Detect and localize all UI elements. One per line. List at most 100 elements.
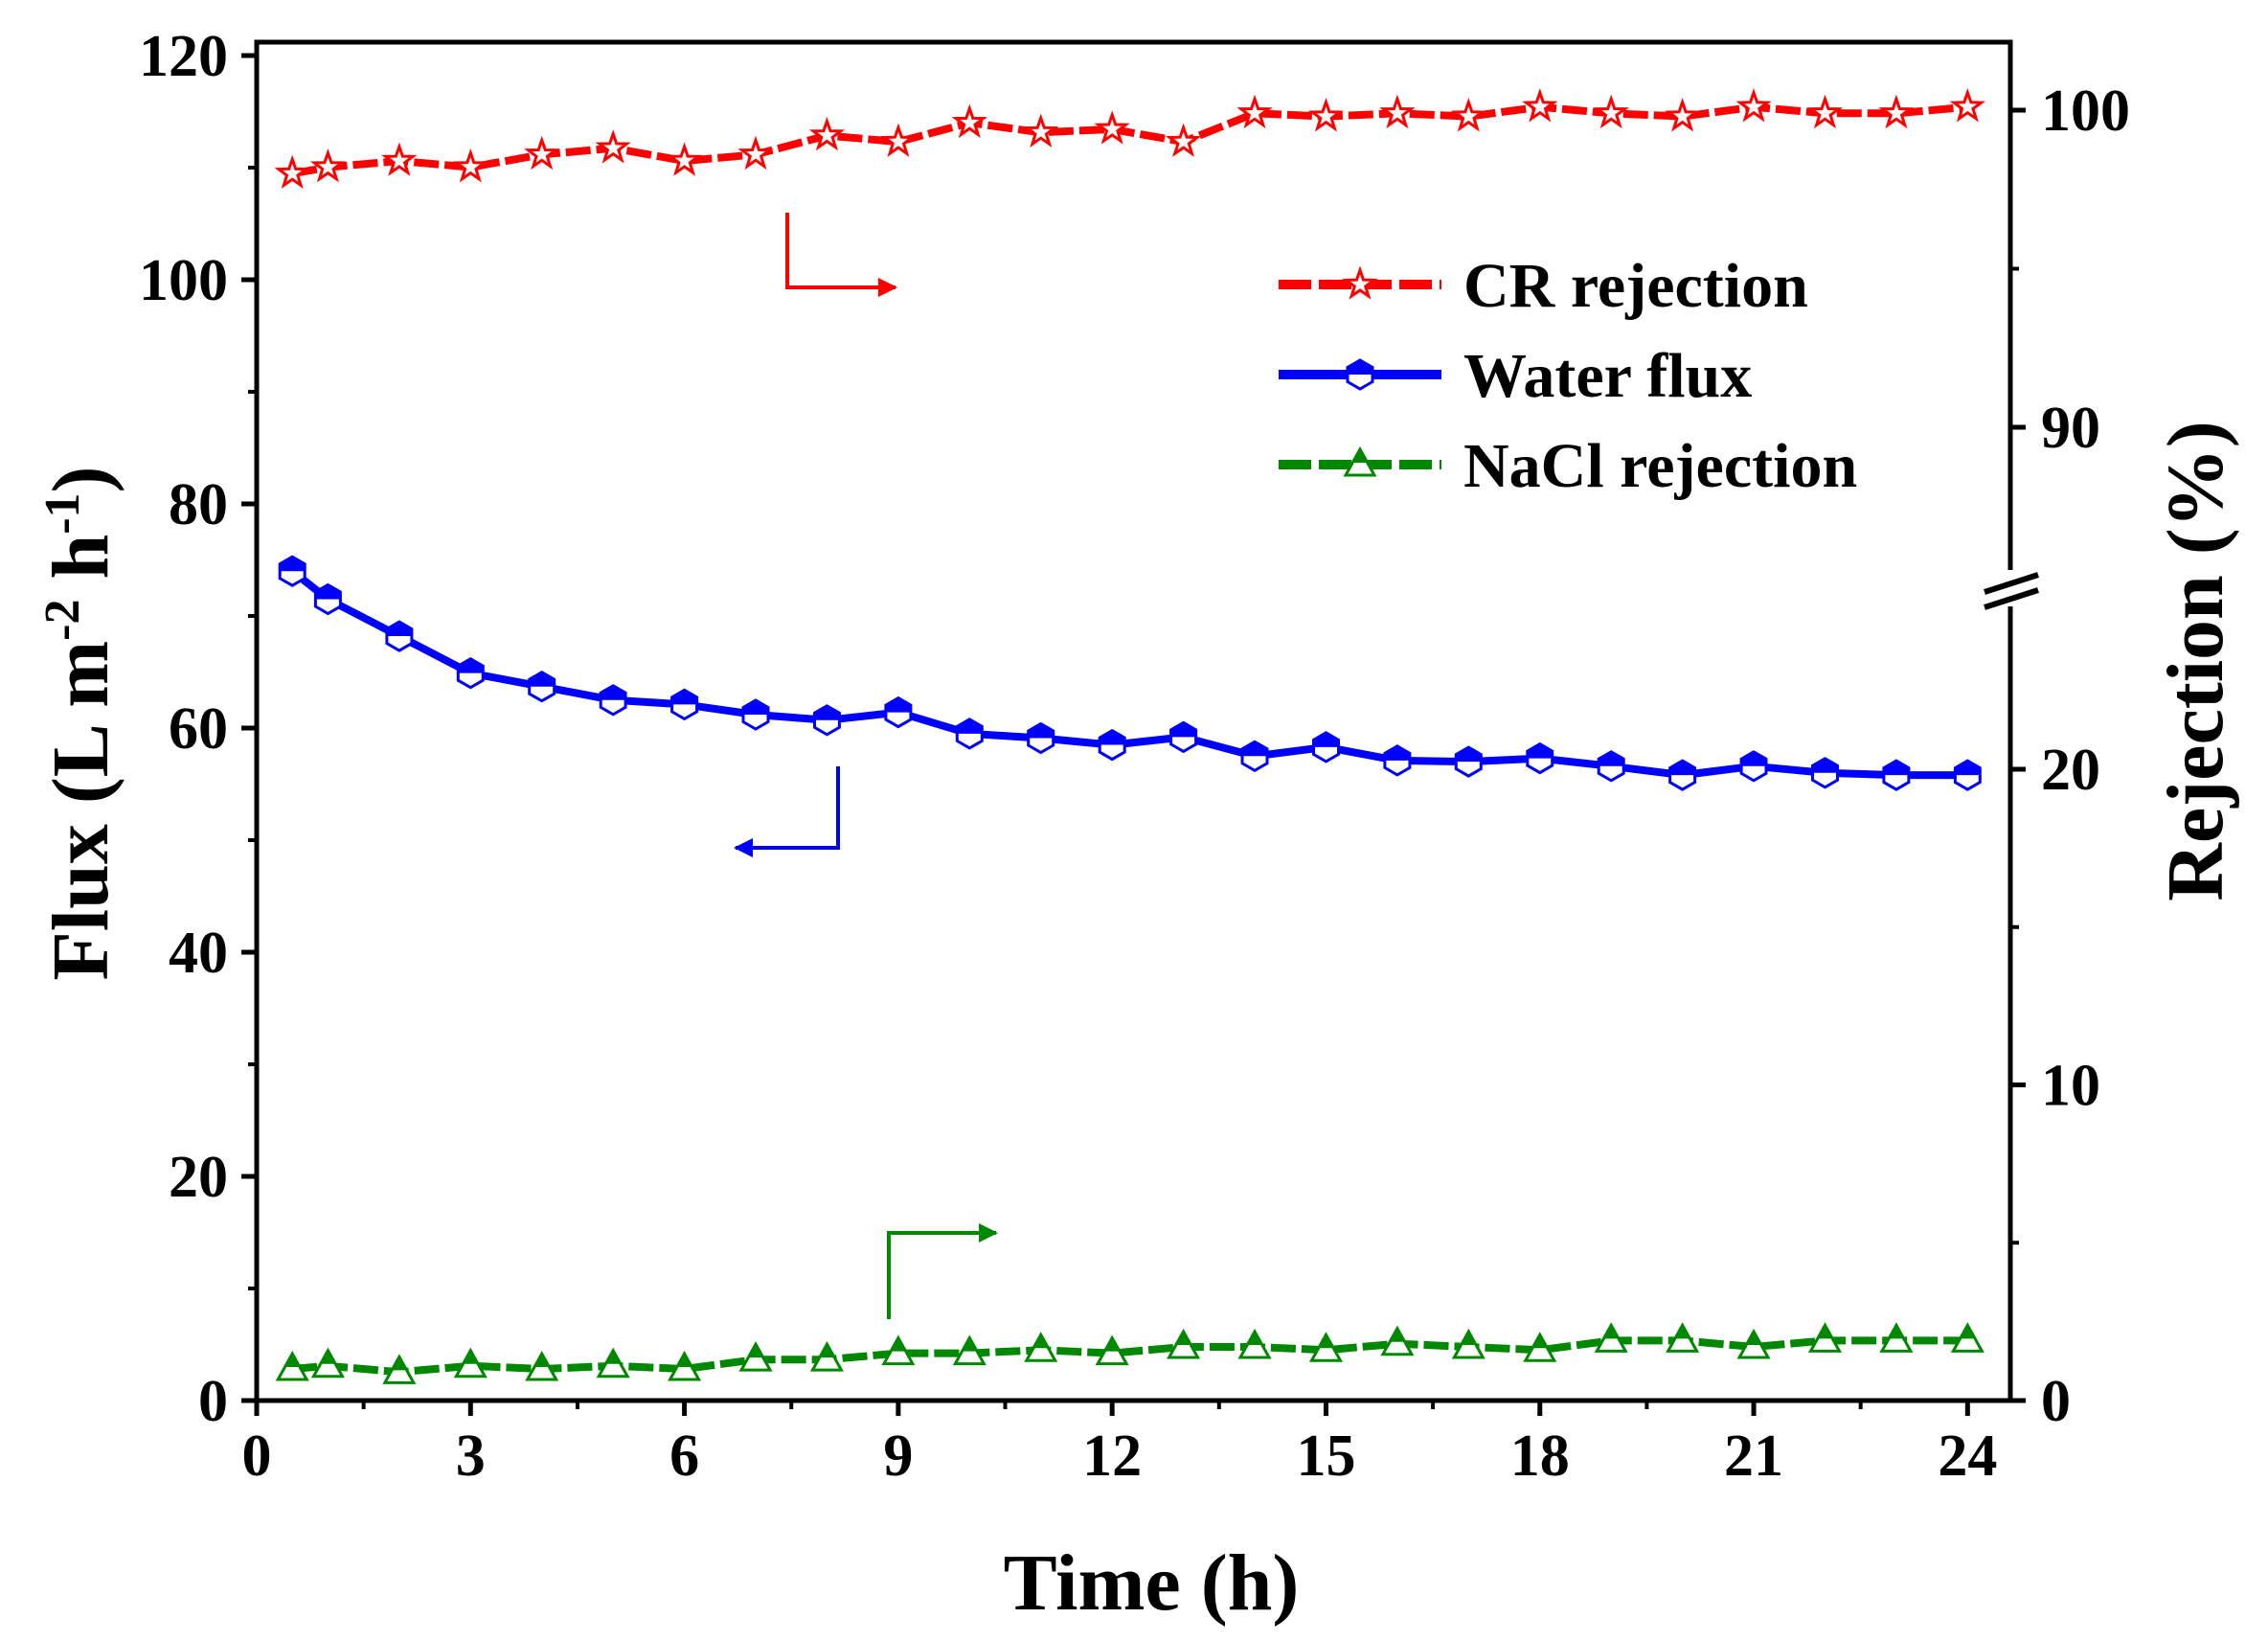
triangle-marker — [1167, 1328, 1201, 1359]
triangle-marker — [881, 1334, 916, 1366]
star-marker — [1165, 123, 1202, 157]
y-left-tick-label: 40 — [169, 921, 228, 986]
triangle-marker — [1451, 1328, 1486, 1359]
cr-rejection-right-arrow — [785, 213, 897, 297]
star-marker — [1236, 94, 1273, 129]
legend-label-cr-rejection: CR rejection — [1463, 251, 1808, 321]
x-axis-title: Time (h) — [1004, 1538, 1300, 1628]
series-line-cr-rejection — [291, 103, 1968, 178]
series-water-flux — [278, 555, 1982, 791]
y-left-tick-label: 0 — [198, 1369, 228, 1434]
star-marker — [1023, 113, 1059, 148]
triangle-marker — [738, 1341, 773, 1372]
hexagon-marker — [1526, 741, 1554, 775]
hexagon-marker — [1882, 759, 1911, 791]
y-right-tick-label: 90 — [2041, 396, 2100, 461]
nacl-rejection-right-arrow — [887, 1223, 998, 1319]
y-left-axis-title: Flux (L m-2 h-1) — [35, 466, 125, 980]
legend-item-nacl-rejection: NaCl rejection — [1279, 431, 1857, 501]
hexagon-marker — [599, 684, 627, 717]
hexagon-marker — [278, 555, 306, 587]
hexagon-marker — [313, 582, 342, 616]
y-right-tick-label: 100 — [2041, 79, 2130, 144]
triangle-marker — [1879, 1322, 1914, 1353]
x-tick-label: 15 — [1296, 1424, 1355, 1489]
triangle-marker — [525, 1350, 559, 1381]
hexagon-marker — [1739, 750, 1768, 783]
hexagon-marker — [1312, 731, 1340, 764]
legend-item-water-flux: Water flux — [1279, 341, 1752, 411]
triangle-marker — [310, 1347, 345, 1379]
hexagon-marker — [1240, 740, 1269, 773]
star-marker — [1593, 94, 1629, 129]
series-nacl-rejection — [275, 1322, 1984, 1384]
hexagon-marker — [1383, 744, 1412, 777]
y-left-tick-label: 80 — [169, 472, 228, 537]
star-marker — [1665, 97, 1701, 132]
y-left-tick-label: 20 — [169, 1145, 228, 1210]
legend-label-nacl-rejection: NaCl rejection — [1463, 431, 1857, 501]
hexagon-marker — [1454, 745, 1483, 778]
triangle-marker — [1024, 1332, 1058, 1362]
star-marker — [1379, 94, 1416, 129]
x-tick-label: 24 — [1938, 1424, 1997, 1489]
star-marker — [1094, 110, 1130, 145]
x-tick-label: 9 — [883, 1424, 913, 1489]
triangle-marker — [1308, 1332, 1344, 1362]
hexagon-marker — [1597, 750, 1625, 783]
star-marker — [524, 135, 560, 171]
star-marker — [737, 135, 774, 171]
triangle-marker — [1343, 445, 1377, 477]
hexagon-marker — [1027, 721, 1055, 755]
star-marker — [1450, 98, 1486, 132]
hexagon-marker — [1953, 759, 1982, 791]
triangle-marker — [1594, 1322, 1628, 1353]
right-axis-break — [1984, 570, 2039, 610]
hexagon-marker — [528, 670, 556, 703]
star-marker — [381, 142, 418, 176]
y-right-tick-label: 20 — [2041, 738, 2100, 803]
star-marker — [274, 154, 310, 189]
x-tick-label: 6 — [669, 1424, 699, 1489]
triangle-marker — [809, 1341, 844, 1372]
hexagon-marker — [456, 656, 485, 690]
legend-hexagon-marker — [1346, 358, 1374, 391]
star-marker — [1949, 88, 1985, 123]
y-left-tick-label: 120 — [139, 24, 228, 89]
hexagon-marker — [741, 698, 770, 731]
star-marker — [1878, 94, 1915, 129]
x-tick-label: 0 — [242, 1424, 272, 1489]
x-tick-label: 18 — [1510, 1424, 1570, 1489]
x-tick-label: 12 — [1082, 1424, 1142, 1489]
star-marker — [880, 123, 917, 157]
triangle-marker — [952, 1334, 987, 1366]
triangle-marker — [596, 1347, 630, 1379]
x-tick-label: 21 — [1724, 1424, 1783, 1489]
star-marker — [595, 129, 631, 164]
y-right-axis-title: Rejection (%) — [2151, 421, 2240, 900]
star-marker — [1342, 265, 1378, 300]
star-marker — [309, 148, 347, 183]
hexagon-marker — [884, 695, 913, 729]
triangle-marker — [1666, 1322, 1700, 1353]
star-marker — [452, 148, 488, 183]
y-right-tick-label: 0 — [2041, 1369, 2071, 1434]
y-left-tick-label: 60 — [169, 696, 228, 762]
x-tick-label: 3 — [456, 1424, 486, 1489]
triangle-marker — [275, 1350, 309, 1381]
triangle-marker — [1950, 1322, 1984, 1353]
star-marker — [1735, 88, 1772, 123]
legend-item-cr-rejection: CR rejection — [1279, 251, 1808, 321]
water-flux-left-arrow — [734, 766, 840, 857]
triangle-marker — [1523, 1332, 1557, 1362]
hexagon-marker — [1668, 759, 1697, 791]
hexagon-marker — [813, 704, 841, 737]
star-marker — [1307, 98, 1345, 132]
legend-star-marker — [1342, 265, 1378, 300]
hexagon-marker — [1098, 728, 1126, 762]
triangle-marker — [1095, 1334, 1129, 1366]
hexagon-marker — [385, 620, 414, 652]
hexagon-marker — [670, 688, 699, 721]
star-marker — [1522, 88, 1558, 123]
